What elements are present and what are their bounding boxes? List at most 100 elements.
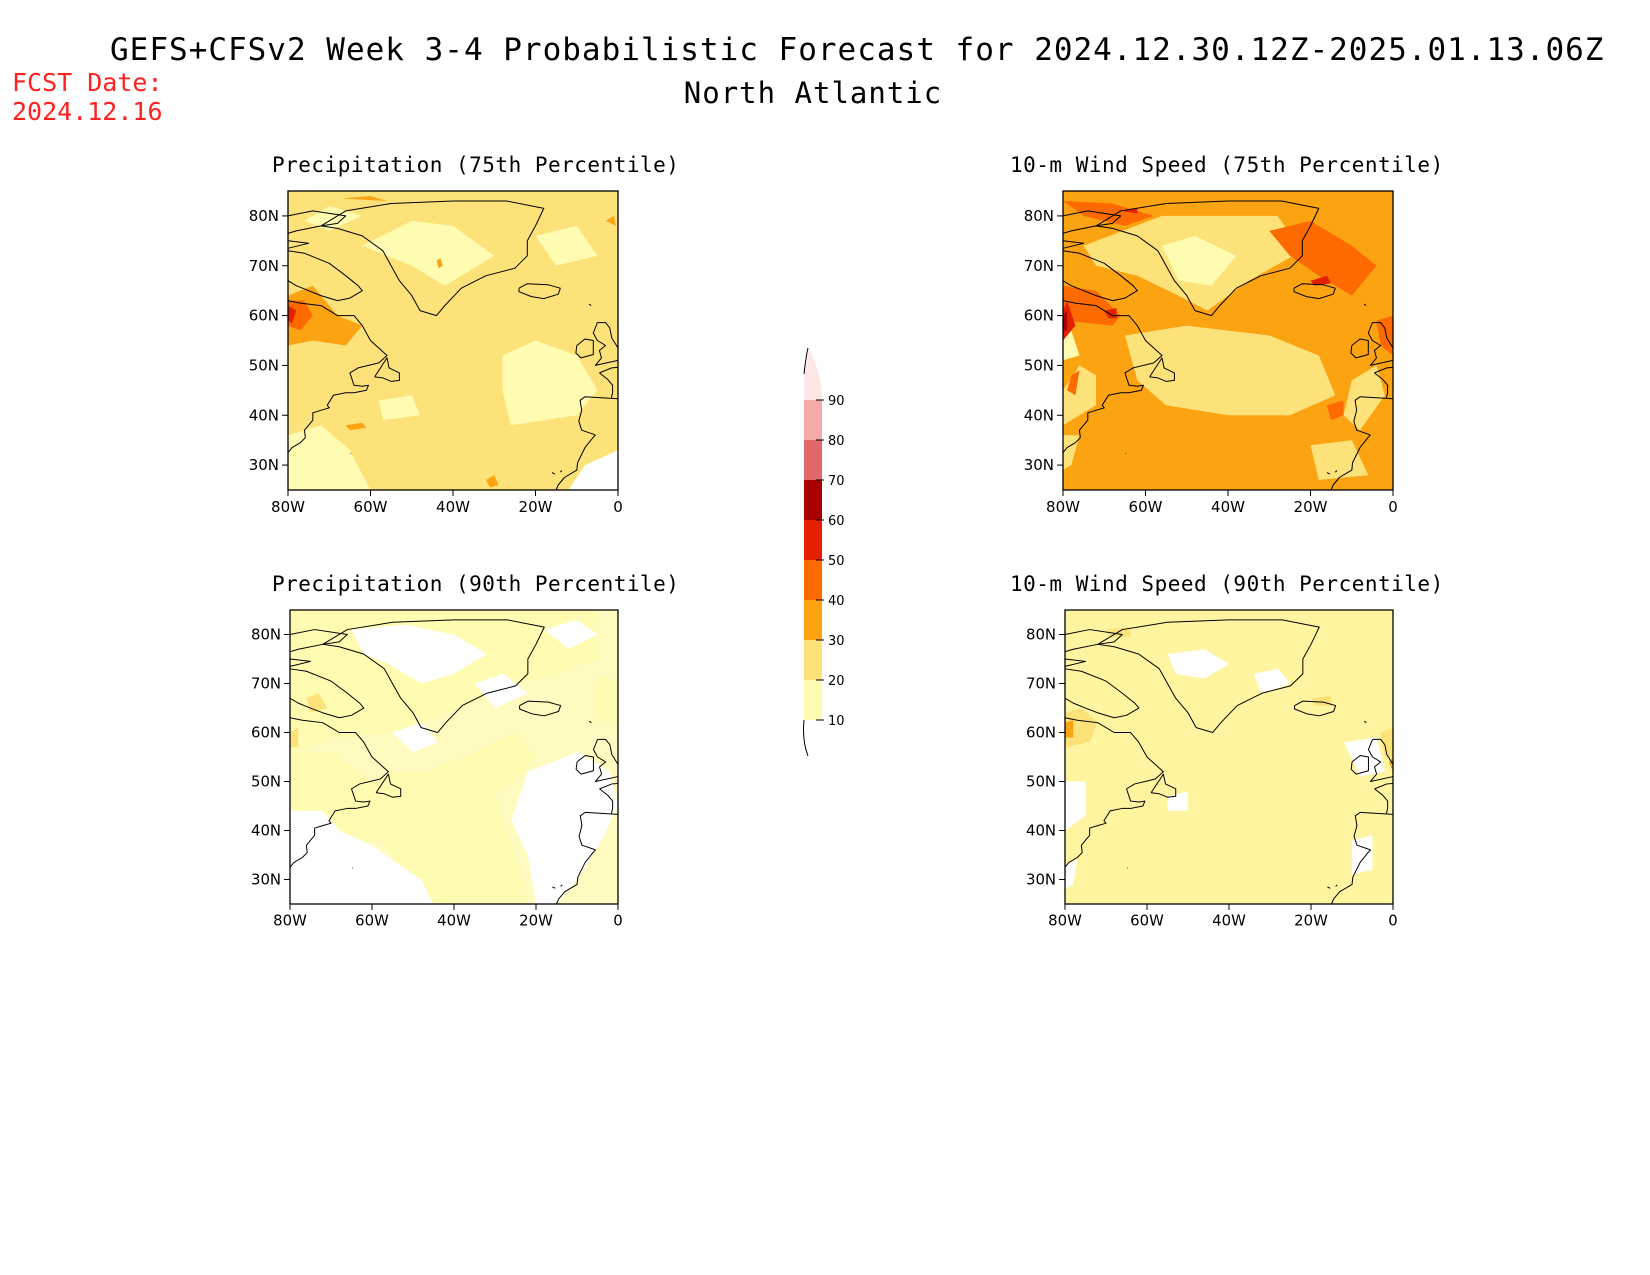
lat-tick-label: 30N	[1026, 871, 1056, 888]
colorbar: 10 20 30 40 50 60 70 80 90	[803, 347, 845, 757]
lat-tick-label: 40N	[1026, 822, 1056, 839]
colorbar-label: 70	[828, 474, 845, 489]
coastline	[599, 366, 619, 374]
probability-contour	[474, 673, 528, 709]
probability-contour	[288, 425, 371, 490]
lon-tick-label: 80W	[1046, 498, 1080, 516]
probability-contour	[1063, 435, 1080, 471]
probability-contour	[593, 673, 618, 723]
lat-tick-label: 60N	[251, 724, 281, 741]
coastline	[575, 338, 594, 359]
lon-tick-label: 20W	[1294, 913, 1328, 930]
coastline	[599, 788, 614, 814]
probability-contour	[605, 215, 616, 226]
coastline	[519, 700, 562, 717]
panel-title-precip75: Precipitation (75th Percentile)	[272, 153, 680, 177]
probability-contour	[1167, 649, 1229, 679]
coastline	[1331, 811, 1394, 905]
probability-contour	[341, 196, 387, 201]
colorbar-segment	[804, 680, 822, 720]
coastline	[559, 470, 563, 473]
lat-tick-label: 60N	[249, 307, 279, 325]
coastline	[1095, 200, 1320, 317]
lon-tick-label: 40W	[1212, 913, 1246, 930]
colorbar-segment	[804, 520, 822, 560]
coastline	[552, 886, 556, 889]
coastline	[551, 472, 556, 475]
figure-subtitle: North Atlantic	[0, 76, 1650, 110]
lat-tick-label: 80N	[1024, 207, 1054, 225]
lon-tick-label: 0	[1388, 498, 1398, 516]
coastline	[588, 303, 592, 307]
lon-tick-label: 60W	[1129, 498, 1163, 516]
probability-contour	[1063, 330, 1080, 361]
fcst-date-value: 2024.12.16	[12, 97, 163, 126]
coastline	[1374, 366, 1394, 374]
coastline	[1335, 884, 1338, 887]
coastline	[1062, 250, 1138, 302]
map-wind75: 80N 70N 60N 50N 40N 30N 80W 60W 40W 20W 0	[1024, 190, 1398, 516]
lon-tick-label: 60W	[355, 913, 389, 930]
coastline	[1374, 782, 1394, 790]
forecast-date-block: FCST Date: 2024.12.16	[12, 68, 163, 126]
coastline	[374, 357, 400, 382]
probability-contour	[1376, 315, 1393, 356]
probability-contour	[511, 752, 618, 904]
coastlines	[287, 200, 619, 491]
lat-tick-label: 40N	[1024, 406, 1054, 424]
lat-tick-label: 70N	[251, 675, 281, 692]
lon-tick-label: 0	[613, 913, 622, 930]
probability-contour	[1343, 365, 1385, 431]
map-precip75: 80N 70N 60N 50N 40N 30N 80W 60W 40W 20W 0	[249, 190, 623, 516]
coastline	[1062, 210, 1122, 234]
probability-contour	[1269, 220, 1377, 296]
lat-tick-label: 50N	[249, 356, 279, 374]
lat-tick-label: 80N	[249, 207, 279, 225]
lat-tick-label: 80N	[251, 626, 281, 643]
coastlines	[1064, 619, 1394, 905]
probability-contour	[345, 422, 367, 431]
coastline	[560, 884, 563, 887]
probability-contour	[1310, 275, 1332, 286]
lat-tick-label: 80N	[1026, 626, 1056, 643]
probability-contour	[436, 258, 443, 269]
map-background	[1065, 610, 1393, 904]
probability-contour	[290, 727, 299, 748]
probability-contour	[1063, 285, 1121, 326]
probability-contour	[544, 619, 598, 650]
colorbar-segment	[804, 440, 822, 480]
probability-contour	[1120, 208, 1138, 214]
probability-contour	[288, 285, 363, 346]
lat-tick-label: 50N	[1024, 356, 1054, 374]
coastline	[588, 720, 592, 724]
lat-tick-label: 30N	[249, 456, 279, 474]
probability-contour	[1065, 859, 1078, 890]
coastline	[555, 396, 619, 491]
probability-contour	[290, 732, 536, 904]
lat-tick-label: 70N	[1026, 675, 1056, 692]
probability-contour	[351, 624, 487, 684]
colorbar-label: 50	[828, 554, 845, 569]
forecast-shading	[290, 610, 618, 904]
lat-tick-label: 30N	[251, 871, 281, 888]
colorbar-label: 60	[828, 514, 845, 529]
colorbar-label: 80	[828, 434, 845, 449]
coastline	[1363, 720, 1367, 724]
lon-tick-label: 40W	[437, 913, 471, 930]
lat-tick-label: 70N	[249, 257, 279, 275]
lat-tick-label: 60N	[1026, 724, 1056, 741]
lat-tick-label: 30N	[1024, 456, 1054, 474]
colorbar-segment	[804, 640, 822, 680]
coastlines	[1062, 200, 1394, 491]
lon-tick-label: 20W	[519, 498, 553, 516]
probability-contour	[290, 810, 434, 904]
coastline	[1064, 717, 1164, 868]
coastline	[592, 322, 619, 366]
coastline	[1097, 619, 1320, 734]
probability-contour	[1067, 370, 1080, 396]
lat-tick-label: 50N	[251, 773, 281, 790]
probability-contour	[1327, 400, 1344, 421]
coastline	[1374, 372, 1389, 398]
lon-tick-label: 60W	[1130, 913, 1164, 930]
colorbar-label: 40	[828, 594, 845, 609]
